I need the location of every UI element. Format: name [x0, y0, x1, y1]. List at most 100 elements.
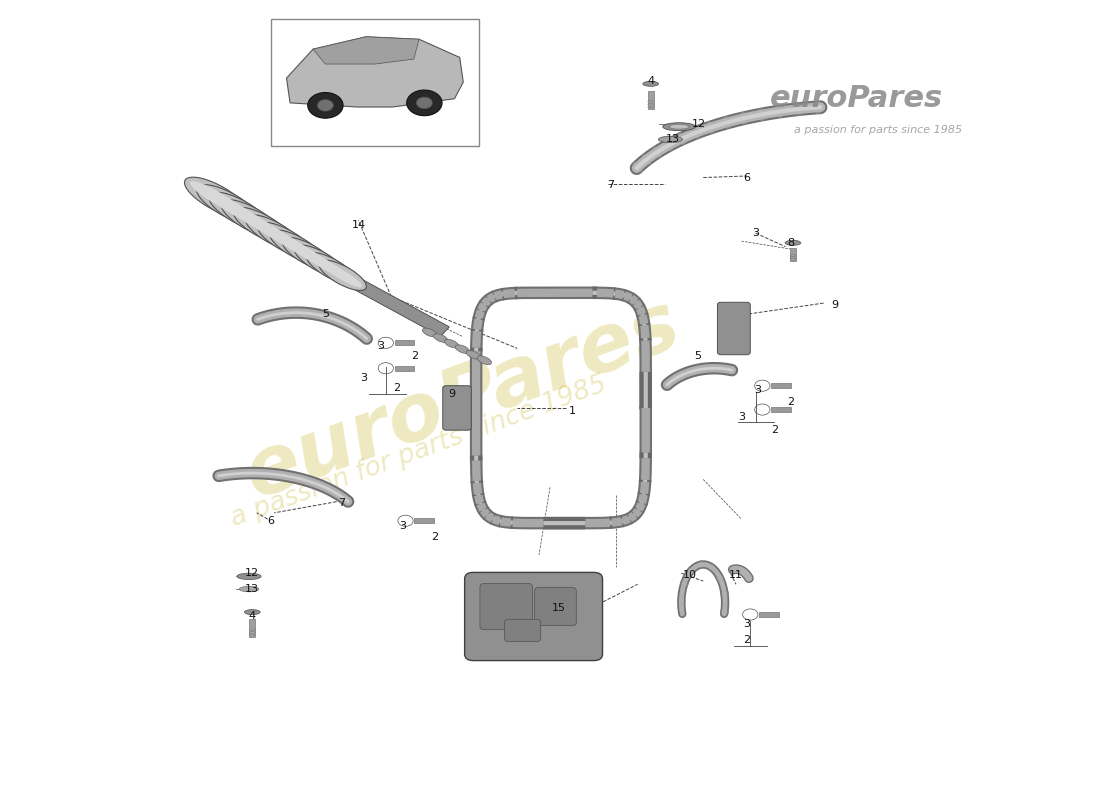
Text: 12: 12 [245, 568, 260, 578]
Text: 5: 5 [322, 309, 329, 319]
Ellipse shape [790, 258, 796, 260]
Bar [415, 518, 434, 523]
Ellipse shape [250, 632, 255, 634]
Ellipse shape [250, 629, 255, 630]
Ellipse shape [244, 610, 261, 614]
Ellipse shape [251, 218, 297, 247]
Ellipse shape [239, 586, 258, 592]
Ellipse shape [455, 345, 470, 354]
FancyBboxPatch shape [717, 302, 750, 354]
Ellipse shape [299, 248, 340, 274]
Text: 15: 15 [552, 603, 565, 613]
Circle shape [417, 97, 432, 109]
Text: 3: 3 [744, 619, 750, 629]
Ellipse shape [323, 263, 362, 287]
Text: euroPares: euroPares [234, 285, 691, 515]
Text: 12: 12 [692, 118, 706, 129]
Text: 2: 2 [744, 635, 750, 645]
Text: 7: 7 [606, 181, 614, 190]
Text: 3: 3 [752, 228, 759, 238]
Bar [271, 18, 478, 146]
Bar [648, 91, 653, 109]
Text: a passion for parts since 1985: a passion for parts since 1985 [794, 125, 962, 135]
Text: 2: 2 [393, 383, 400, 393]
Ellipse shape [642, 82, 659, 86]
Ellipse shape [307, 253, 355, 284]
Ellipse shape [433, 334, 448, 342]
Text: 11: 11 [729, 570, 744, 580]
Ellipse shape [257, 222, 312, 258]
Ellipse shape [236, 573, 261, 579]
Text: 8: 8 [788, 238, 794, 248]
Ellipse shape [466, 350, 481, 359]
Ellipse shape [311, 256, 351, 281]
Ellipse shape [214, 196, 264, 227]
Circle shape [308, 93, 343, 118]
FancyBboxPatch shape [480, 583, 532, 630]
Bar [395, 366, 415, 370]
Text: 13: 13 [245, 584, 260, 594]
Ellipse shape [275, 234, 319, 261]
Text: 14: 14 [351, 220, 365, 230]
Bar [790, 248, 796, 261]
Ellipse shape [250, 634, 255, 636]
Text: 6: 6 [744, 173, 750, 182]
Ellipse shape [422, 328, 437, 337]
Ellipse shape [648, 101, 653, 102]
Text: 1: 1 [569, 406, 575, 416]
Text: a passion for parts since 1985: a passion for parts since 1985 [227, 371, 611, 532]
Text: 4: 4 [647, 76, 654, 86]
Text: 5: 5 [694, 351, 702, 362]
Bar [395, 341, 415, 345]
Ellipse shape [190, 182, 242, 214]
FancyBboxPatch shape [464, 572, 603, 661]
Polygon shape [353, 279, 449, 337]
FancyBboxPatch shape [505, 619, 541, 642]
Ellipse shape [477, 356, 492, 365]
Ellipse shape [202, 189, 253, 220]
FancyBboxPatch shape [442, 386, 471, 430]
Ellipse shape [669, 124, 689, 129]
Text: 4: 4 [249, 611, 256, 621]
Bar [771, 407, 791, 412]
Ellipse shape [283, 238, 334, 270]
Text: euroPares: euroPares [770, 84, 943, 113]
Text: 3: 3 [398, 521, 406, 530]
Text: 3: 3 [377, 341, 384, 351]
Ellipse shape [790, 257, 796, 258]
Ellipse shape [662, 122, 695, 130]
Text: 9: 9 [448, 389, 455, 398]
Ellipse shape [185, 177, 248, 218]
Text: 2: 2 [431, 532, 439, 542]
Text: 2: 2 [788, 397, 794, 406]
Ellipse shape [785, 240, 801, 246]
Ellipse shape [221, 200, 280, 238]
Ellipse shape [658, 136, 682, 142]
Text: 13: 13 [666, 134, 680, 145]
Ellipse shape [319, 260, 366, 290]
Polygon shape [286, 37, 463, 107]
Ellipse shape [295, 245, 345, 278]
Ellipse shape [227, 203, 275, 234]
Text: 3: 3 [755, 386, 761, 395]
Ellipse shape [209, 192, 270, 231]
Circle shape [407, 90, 442, 116]
Ellipse shape [197, 185, 258, 224]
Text: 3: 3 [738, 413, 745, 422]
Ellipse shape [233, 207, 292, 244]
Bar [771, 383, 791, 388]
Text: 2: 2 [771, 425, 778, 435]
Text: 2: 2 [410, 350, 418, 361]
Text: 9: 9 [830, 300, 838, 310]
Ellipse shape [444, 339, 459, 348]
Bar [250, 619, 255, 637]
Ellipse shape [287, 241, 330, 267]
Text: 7: 7 [339, 498, 345, 508]
Ellipse shape [270, 230, 323, 264]
Polygon shape [314, 37, 419, 64]
Ellipse shape [790, 254, 796, 256]
Text: 6: 6 [267, 516, 274, 526]
Ellipse shape [239, 211, 286, 241]
Bar [759, 612, 779, 617]
Ellipse shape [648, 106, 653, 108]
